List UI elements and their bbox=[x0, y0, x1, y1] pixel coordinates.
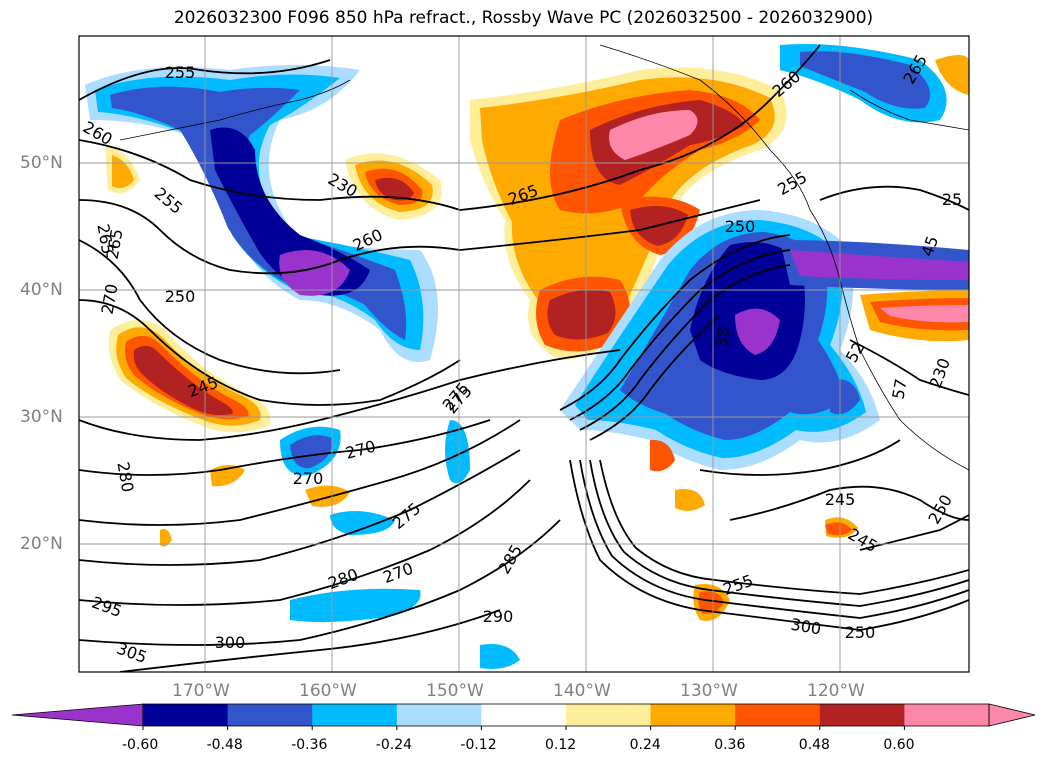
colorbar-tick-label: -0.12 bbox=[460, 737, 497, 753]
map-frame bbox=[78, 35, 970, 673]
colorbar-tick-label: -0.60 bbox=[122, 737, 159, 753]
lon-label-130w: 130°W bbox=[680, 681, 738, 701]
contour-label: 245 bbox=[825, 490, 856, 509]
contour-label: 300 bbox=[215, 633, 246, 652]
contour-label: 35 bbox=[711, 325, 733, 348]
lat-label-20n: 20°N bbox=[20, 534, 63, 554]
lat-label-30n: 30°N bbox=[20, 407, 63, 427]
colorbar bbox=[11, 703, 1036, 730]
map-title: 2026032300 F096 850 hPa refract., Rossby… bbox=[173, 8, 874, 28]
lon-label-120w: 120°W bbox=[807, 681, 865, 701]
colorbar-extend-high bbox=[988, 703, 1036, 727]
colorbar-tick-label: -0.24 bbox=[375, 737, 413, 753]
contour-label: 290 bbox=[483, 607, 514, 626]
colorbar-box bbox=[143, 704, 229, 726]
colorbar-box bbox=[566, 704, 652, 726]
contour-label: 270 bbox=[293, 469, 324, 488]
colorbar-tick-label: 0.24 bbox=[629, 737, 661, 753]
contour-label: 25 bbox=[942, 190, 962, 209]
colorbar-box bbox=[650, 704, 736, 726]
contour-label: 250 bbox=[725, 217, 756, 236]
lat-label-40n: 40°N bbox=[20, 280, 63, 300]
contour-label: 250 bbox=[845, 623, 876, 642]
colorbar-box bbox=[227, 704, 313, 726]
height-contours bbox=[79, 44, 969, 672]
colorbar-box bbox=[904, 704, 990, 726]
colorbar-box bbox=[396, 704, 482, 726]
lon-label-160w: 160°W bbox=[299, 681, 357, 701]
contour-label: 250 bbox=[165, 287, 196, 306]
colorbar-tick-label: 0.60 bbox=[883, 737, 915, 753]
lat-label-50n: 50°N bbox=[20, 153, 63, 173]
colorbar-tick-label: -0.36 bbox=[291, 737, 328, 753]
colorbar-box bbox=[481, 704, 567, 726]
colorbar-box bbox=[312, 704, 398, 726]
graticule bbox=[79, 36, 969, 672]
lon-label-170w: 170°W bbox=[172, 681, 230, 701]
colorbar-box bbox=[819, 704, 905, 726]
contour-label: 57 bbox=[888, 377, 910, 400]
filled-anomaly-field bbox=[79, 36, 969, 672]
colorbar-box bbox=[735, 704, 821, 726]
colorbar-tick-label: -0.48 bbox=[206, 737, 243, 753]
lon-label-150w: 150°W bbox=[426, 681, 484, 701]
lon-label-140w: 140°W bbox=[553, 681, 611, 701]
colorbar-extend-low bbox=[11, 703, 144, 727]
colorbar-tick-label: 0.36 bbox=[714, 737, 746, 753]
contour-label: 255 bbox=[165, 63, 196, 82]
colorbar-tick-label: 0.12 bbox=[545, 737, 577, 753]
coastlines bbox=[119, 44, 969, 471]
colorbar-tick-label: 0.48 bbox=[798, 737, 830, 753]
